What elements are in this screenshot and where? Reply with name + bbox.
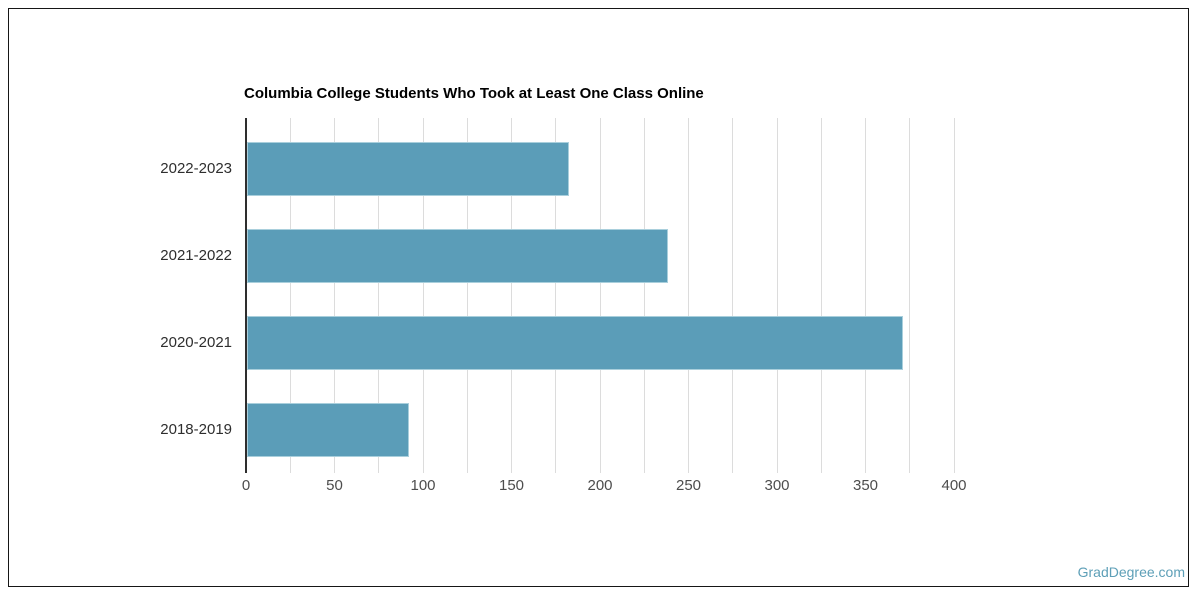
x-tick-label: 400 bbox=[941, 477, 967, 494]
gridline bbox=[865, 118, 866, 473]
gridline bbox=[776, 118, 778, 473]
gridline bbox=[555, 118, 557, 473]
gridline bbox=[599, 118, 601, 473]
y-axis-label: 2018-2019 bbox=[160, 420, 232, 438]
plot-area bbox=[244, 118, 958, 473]
y-axis-label: 2020-2021 bbox=[160, 333, 232, 351]
gridline bbox=[378, 118, 380, 473]
gridline bbox=[953, 118, 955, 473]
gridline bbox=[289, 118, 291, 473]
gridline bbox=[334, 118, 335, 473]
bar-2021-2022 bbox=[246, 228, 668, 283]
x-tick-label: 0 bbox=[241, 477, 251, 494]
bar-2020-2021 bbox=[246, 315, 904, 370]
gridline bbox=[466, 118, 468, 473]
gridline bbox=[422, 118, 424, 473]
gridline bbox=[732, 118, 734, 473]
y-axis-line bbox=[244, 118, 247, 473]
gridline bbox=[688, 118, 689, 473]
gridline bbox=[511, 118, 512, 473]
x-tick-label: 150 bbox=[498, 477, 525, 494]
gridline bbox=[643, 118, 645, 473]
x-tick-label: 100 bbox=[410, 477, 436, 494]
x-tick-label: 350 bbox=[852, 477, 879, 494]
x-tick-label: 200 bbox=[587, 477, 613, 494]
x-tick-label: 250 bbox=[675, 477, 702, 494]
x-tick-label: 300 bbox=[764, 477, 790, 494]
y-axis-label: 2021-2022 bbox=[160, 246, 232, 264]
bar-2022-2023 bbox=[246, 141, 569, 196]
gridline bbox=[909, 118, 911, 473]
x-tick-label: 50 bbox=[326, 477, 343, 494]
watermark-link[interactable]: GradDegree.com bbox=[1077, 564, 1185, 580]
gridline bbox=[820, 118, 822, 473]
bar-2018-2019 bbox=[246, 402, 410, 457]
y-axis-label: 2022-2023 bbox=[160, 159, 232, 177]
chart-title: Columbia College Students Who Took at Le… bbox=[244, 85, 704, 102]
